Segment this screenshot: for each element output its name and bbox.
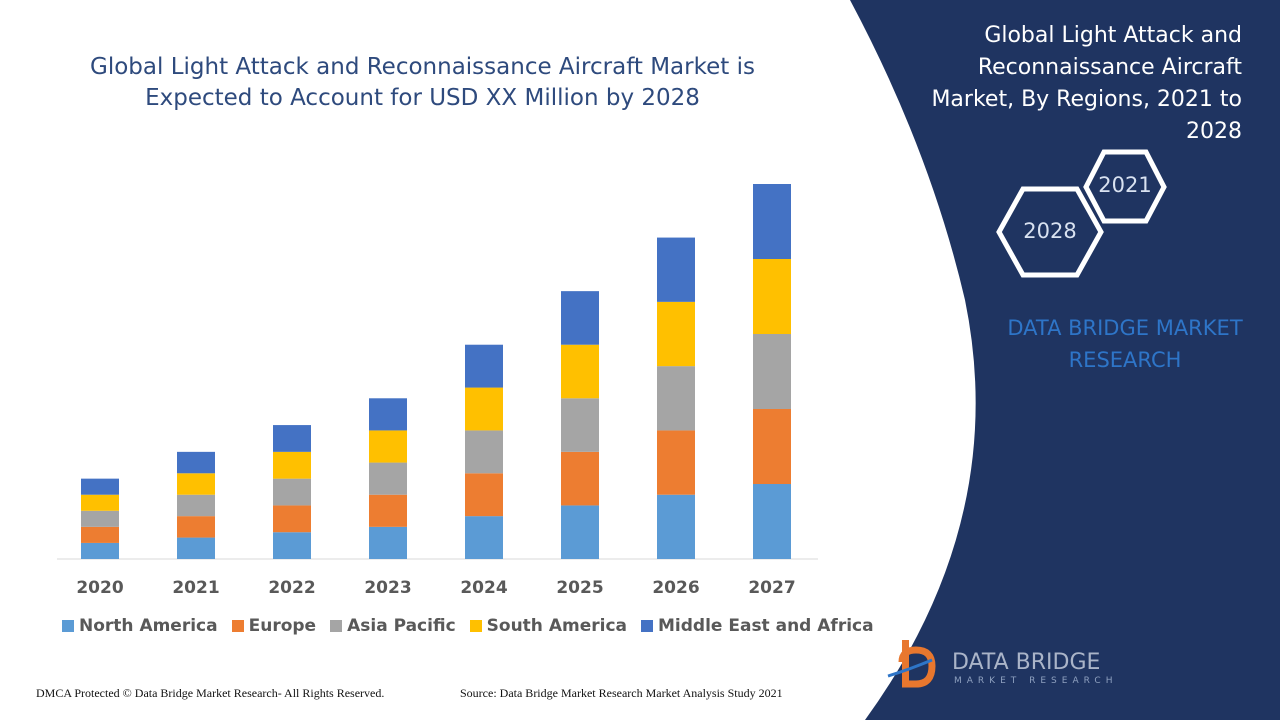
logo-tagline: MARKET RESEARCH [954, 676, 1118, 686]
bar-2023-asia-pacific [369, 462, 407, 495]
bar-2027-south-america [753, 259, 791, 334]
bar-2026-asia-pacific [657, 366, 695, 431]
legend-item-north-america: North America [62, 616, 218, 636]
x-tick-label-2026: 2026 [652, 578, 699, 598]
legend-label: Middle East and Africa [658, 616, 874, 636]
bar-2024-north-america [465, 516, 503, 559]
bar-2021-south-america [177, 473, 215, 495]
legend-label: South America [486, 616, 627, 636]
bar-2025-north-america [561, 505, 599, 559]
hex-label-2021: 2021 [1098, 173, 1152, 197]
bar-2020-north-america [81, 542, 119, 559]
bar-2025-south-america [561, 344, 599, 399]
hex-2021-shape [1083, 149, 1167, 224]
side-title-line-2: Reconnaissance Aircraft [977, 55, 1242, 80]
chart-title-line-2: Expected to Account for USD XX Million b… [145, 85, 700, 111]
chart-title: Global Light Attack and Reconnaissance A… [60, 52, 785, 114]
bar-2026-europe [657, 430, 695, 495]
bar-2025-europe [561, 451, 599, 506]
bar-2024-asia-pacific [465, 430, 503, 474]
x-tick-label-2023: 2023 [364, 578, 411, 598]
logo-mark-icon [887, 640, 936, 688]
bar-2026-middle-east-and-africa [657, 237, 695, 302]
side-title-line-3: Market, By Regions, 2021 to [931, 87, 1242, 112]
legend-item-middle-east-and-africa: Middle East and Africa [641, 616, 874, 636]
bar-2020-europe [81, 526, 119, 543]
legend-swatch [62, 620, 74, 632]
legend-item-asia-pacific: Asia Pacific [330, 616, 456, 636]
chart-legend: North America Europe Asia Pacific South Ame… [62, 616, 874, 636]
bar-2020-south-america [81, 494, 119, 511]
footer-source: Source: Data Bridge Market Research Mark… [460, 686, 783, 700]
chart-title-line-1: Global Light Attack and Reconnaissance A… [90, 54, 755, 80]
bar-2024-europe [465, 473, 503, 517]
legend-item-south-america: South America [469, 616, 627, 636]
bar-2027-middle-east-and-africa [753, 184, 791, 259]
side-panel [850, 0, 1280, 720]
logo-name: DATA BRIDGE [952, 650, 1101, 675]
bar-2027-asia-pacific [753, 334, 791, 409]
bar-2023-europe [369, 494, 407, 527]
bar-2021-north-america [177, 537, 215, 559]
bar-2025-middle-east-and-africa [561, 291, 599, 345]
x-tick-label-2021: 2021 [172, 578, 219, 598]
legend-swatch [641, 620, 653, 632]
bar-2022-north-america [273, 532, 311, 559]
bar-2022-south-america [273, 451, 311, 479]
hex-2028-shape [996, 186, 1104, 278]
bar-2027-europe [753, 409, 791, 484]
legend-label: Europe [248, 616, 317, 636]
bar-2026-north-america [657, 494, 695, 559]
bar-2020-middle-east-and-africa [81, 478, 119, 495]
bar-2021-asia-pacific [177, 494, 215, 517]
legend-label: Asia Pacific [347, 616, 456, 636]
bar-2027-north-america [753, 484, 791, 559]
legend-swatch [469, 620, 482, 632]
bar-2020-asia-pacific [81, 510, 119, 527]
footer-copyright: DMCA Protected © Data Bridge Market Rese… [36, 686, 385, 700]
bar-2023-south-america [369, 430, 407, 463]
brand-line-2: RESEARCH [1068, 348, 1182, 372]
legend-item-europe: Europe [231, 616, 317, 636]
bar-2024-south-america [465, 387, 503, 431]
bar-2021-middle-east-and-africa [177, 451, 215, 474]
bar-2021-europe [177, 516, 215, 538]
bar-2025-asia-pacific [561, 398, 599, 452]
bar-2024-middle-east-and-africa [465, 344, 503, 388]
legend-label: North America [79, 616, 218, 636]
brand-text: DATA BRIDGE MARKET RESEARCH [985, 312, 1265, 376]
x-tick-label-2027: 2027 [748, 578, 795, 598]
x-tick-label-2024: 2024 [460, 578, 507, 598]
bar-2023-north-america [369, 526, 407, 559]
brand-line-1: DATA BRIDGE MARKET [1007, 316, 1243, 340]
bar-2022-middle-east-and-africa [273, 425, 311, 452]
side-title-line-4: 2028 [1186, 119, 1242, 144]
hex-label-2028: 2028 [1023, 219, 1077, 243]
bar-2022-europe [273, 505, 311, 533]
x-tick-label-2025: 2025 [556, 578, 603, 598]
legend-swatch [231, 620, 244, 632]
bar-2026-south-america [657, 301, 695, 367]
x-tick-label-2022: 2022 [268, 578, 315, 598]
legend-swatch [330, 620, 343, 632]
bar-2022-asia-pacific [273, 478, 311, 506]
x-tick-label-2020: 2020 [76, 578, 123, 598]
bar-2023-middle-east-and-africa [369, 398, 407, 431]
side-title-line-1: Global Light Attack and [984, 23, 1242, 48]
side-panel-title: Global Light Attack and Reconnaissance A… [905, 20, 1242, 148]
